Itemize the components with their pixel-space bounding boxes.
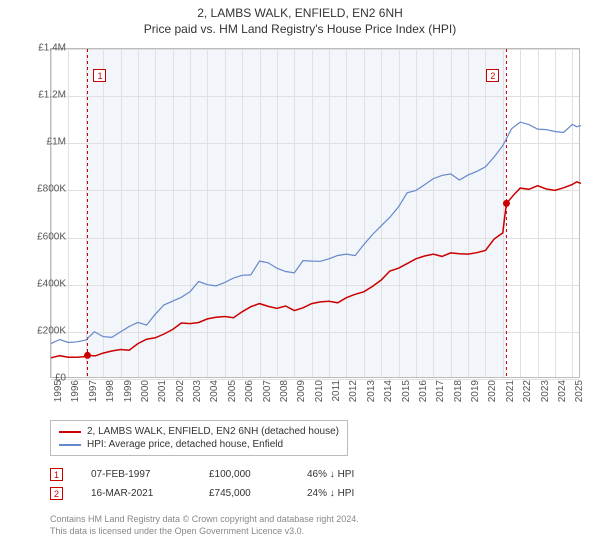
legend-label: 2, LAMBS WALK, ENFIELD, EN2 6NH (detache… <box>87 426 339 437</box>
footnote-line: Contains HM Land Registry data © Crown c… <box>50 514 359 526</box>
x-axis-label: 2011 <box>331 380 342 410</box>
sale-price: £100,000 <box>209 469 279 480</box>
sale-date: 16-MAR-2021 <box>91 488 181 499</box>
legend-item: HPI: Average price, detached house, Enfi… <box>59 438 339 451</box>
sale-price: £745,000 <box>209 488 279 499</box>
footnote-line: This data is licensed under the Open Gov… <box>50 526 359 538</box>
x-axis-label: 2025 <box>574 380 585 410</box>
legend-swatch <box>59 444 81 446</box>
x-axis-label: 2005 <box>227 380 238 410</box>
footnote: Contains HM Land Registry data © Crown c… <box>50 514 359 537</box>
x-axis-label: 2019 <box>470 380 481 410</box>
sale-marker-icon: 2 <box>50 487 63 500</box>
x-axis-label: 2003 <box>192 380 203 410</box>
x-axis-label: 2020 <box>487 380 498 410</box>
x-axis-label: 2000 <box>140 380 151 410</box>
series-line-price_paid <box>51 182 581 358</box>
x-axis-label: 1997 <box>88 380 99 410</box>
sale-row: 2 16-MAR-2021 £745,000 24% ↓ HPI <box>50 487 354 500</box>
sale-point-dot <box>84 352 91 359</box>
title-block: 2, LAMBS WALK, ENFIELD, EN2 6NH Price pa… <box>0 0 600 36</box>
sale-row: 1 07-FEB-1997 £100,000 46% ↓ HPI <box>50 468 354 481</box>
x-axis-label: 2016 <box>418 380 429 410</box>
y-axis-label: £1M <box>47 137 66 148</box>
x-axis-label: 1998 <box>105 380 116 410</box>
sale-marker-label: 1 <box>93 69 106 82</box>
sales-table: 1 07-FEB-1997 £100,000 46% ↓ HPI 2 16-MA… <box>50 468 354 506</box>
x-axis-label: 1996 <box>70 380 81 410</box>
x-axis-label: 2009 <box>296 380 307 410</box>
sale-delta: 24% ↓ HPI <box>307 488 354 499</box>
x-axis-label: 2008 <box>279 380 290 410</box>
x-axis-label: 2007 <box>262 380 273 410</box>
x-axis-label: 2012 <box>348 380 359 410</box>
y-axis-label: £200K <box>37 325 66 336</box>
x-axis-label: 2004 <box>209 380 220 410</box>
x-axis-label: 2022 <box>522 380 533 410</box>
y-axis-label: £1.4M <box>38 43 66 54</box>
x-axis-label: 2014 <box>383 380 394 410</box>
sale-date: 07-FEB-1997 <box>91 469 181 480</box>
y-axis-label: £800K <box>37 184 66 195</box>
sale-point-dot <box>503 200 510 207</box>
x-axis-label: 2021 <box>505 380 516 410</box>
y-axis-label: £400K <box>37 278 66 289</box>
title-address: 2, LAMBS WALK, ENFIELD, EN2 6NH <box>0 6 600 20</box>
x-axis-label: 1999 <box>123 380 134 410</box>
y-axis-label: £600K <box>37 231 66 242</box>
x-axis-label: 2024 <box>557 380 568 410</box>
chart-container: 2, LAMBS WALK, ENFIELD, EN2 6NH Price pa… <box>0 0 600 560</box>
legend-label: HPI: Average price, detached house, Enfi… <box>87 439 283 450</box>
x-axis-label: 1995 <box>53 380 64 410</box>
plot-svg <box>51 49 579 377</box>
sale-marker-icon: 1 <box>50 468 63 481</box>
sale-delta: 46% ↓ HPI <box>307 469 354 480</box>
series-line-hpi <box>51 122 581 344</box>
sale-marker-label: 2 <box>486 69 499 82</box>
title-subtitle: Price paid vs. HM Land Registry's House … <box>0 22 600 36</box>
legend-item: 2, LAMBS WALK, ENFIELD, EN2 6NH (detache… <box>59 425 339 438</box>
x-axis-label: 2001 <box>157 380 168 410</box>
x-axis-label: 2006 <box>244 380 255 410</box>
x-axis-label: 2023 <box>540 380 551 410</box>
x-axis-label: 2002 <box>175 380 186 410</box>
legend: 2, LAMBS WALK, ENFIELD, EN2 6NH (detache… <box>50 420 348 456</box>
x-axis-label: 2013 <box>366 380 377 410</box>
x-axis-label: 2015 <box>401 380 412 410</box>
y-axis-label: £1.2M <box>38 90 66 101</box>
x-axis-label: 2010 <box>314 380 325 410</box>
legend-swatch <box>59 431 81 433</box>
x-axis-label: 2018 <box>453 380 464 410</box>
x-axis-label: 2017 <box>435 380 446 410</box>
chart-plot-area: 12 <box>50 48 580 378</box>
